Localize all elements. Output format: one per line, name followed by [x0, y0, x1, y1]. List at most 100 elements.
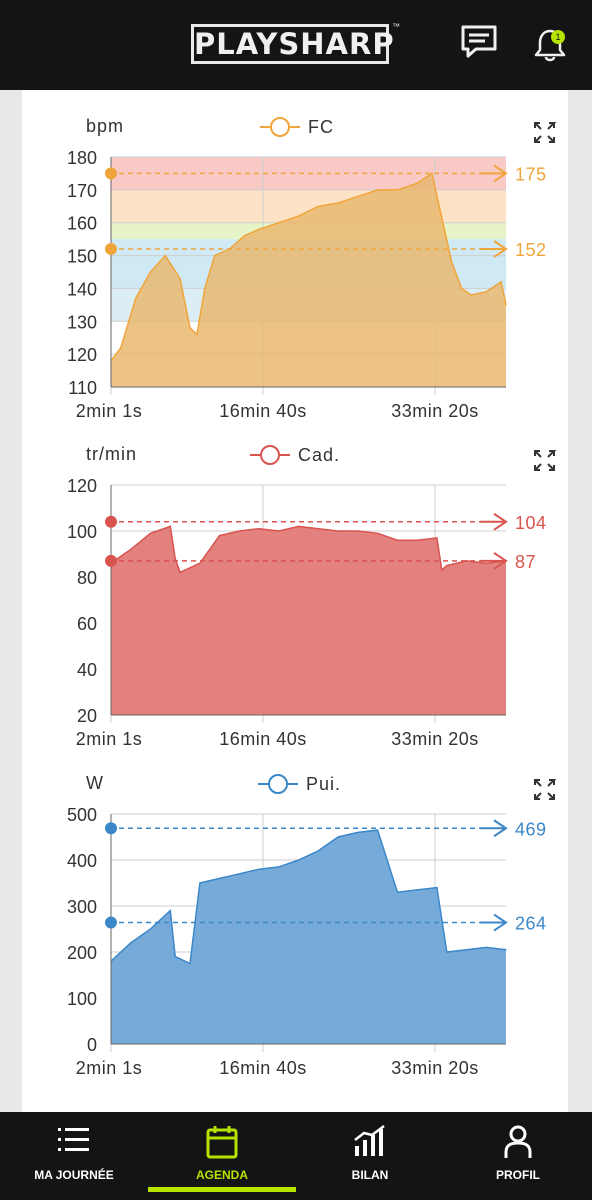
- y-tick-label: 120: [67, 345, 97, 365]
- data-point: [199, 562, 201, 564]
- y-tick-label: 110: [68, 378, 97, 398]
- data-point: [505, 304, 507, 306]
- x-tick-label: 2min 1s: [76, 1058, 143, 1078]
- data-point: [396, 891, 398, 893]
- legend-label: FC: [308, 117, 334, 137]
- legend-label: Cad.: [298, 445, 340, 465]
- x-tick-label: 16min 40s: [219, 401, 307, 421]
- bottom-nav: MA JOURNÉE AGENDA BILAN: [0, 1112, 592, 1200]
- marker-dot: [105, 916, 117, 929]
- expand-icon[interactable]: [534, 450, 557, 471]
- y-tick-label: 400: [67, 851, 97, 871]
- data-point: [214, 255, 216, 257]
- y-tick-label: 80: [77, 568, 97, 588]
- marker-value-label: 175: [515, 164, 547, 184]
- data-point: [189, 327, 191, 329]
- chat-icon[interactable]: [460, 24, 498, 67]
- expand-icon[interactable]: [534, 779, 557, 800]
- data-point: [149, 928, 152, 930]
- nav-label: AGENDA: [195, 1168, 248, 1182]
- marker-arrow: [480, 552, 508, 570]
- data-point: [436, 537, 438, 539]
- data-point: [179, 278, 181, 280]
- marker-dot: [105, 243, 117, 255]
- expand-icon-part: [534, 779, 540, 785]
- data-point: [461, 287, 463, 289]
- marker-dot: [105, 515, 117, 528]
- nav-label: PROFIL: [496, 1168, 540, 1182]
- data-point: [219, 877, 221, 880]
- marker-dot: [105, 822, 117, 835]
- data-point: [396, 189, 398, 191]
- expand-icon-part: [534, 779, 542, 787]
- active-tab-indicator: [148, 1187, 296, 1192]
- y-tick-label: 40: [77, 660, 97, 680]
- legend-marker: [270, 117, 290, 137]
- y-tick-label: 200: [67, 943, 97, 963]
- marker-dot: [105, 554, 117, 567]
- nav-agenda[interactable]: AGENDA: [148, 1112, 296, 1200]
- data-point: [505, 949, 507, 951]
- data-point: [174, 956, 176, 958]
- calendar-icon: [148, 1124, 296, 1165]
- data-point: [238, 530, 240, 532]
- expand-icon-part: [547, 792, 555, 800]
- y-tick-label: 500: [67, 805, 97, 825]
- marker-arrow: [480, 819, 508, 838]
- y-tick-label: 0: [87, 1035, 97, 1055]
- marker-value-label: 152: [515, 240, 547, 260]
- data-point: [317, 528, 319, 530]
- x-tick-label: 2min 1s: [76, 401, 143, 421]
- marker-value-label: 264: [515, 914, 547, 934]
- data-point: [298, 859, 300, 861]
- y-tick-label: 100: [67, 989, 97, 1009]
- charts-card: bpm FC 110 120 130 140 150 160 170 180 2min 1s 16mi…: [22, 90, 568, 1112]
- expand-icon-part: [547, 135, 555, 143]
- data-point: [446, 951, 448, 953]
- data-point: [470, 294, 472, 296]
- marker-value-label: 469: [515, 819, 547, 839]
- data-point: [174, 558, 176, 560]
- data-point: [317, 205, 319, 207]
- data-point: [298, 215, 300, 217]
- expand-icon-part: [547, 463, 555, 471]
- data-point: [416, 539, 418, 541]
- nav-profil[interactable]: PROFIL: [444, 1112, 592, 1200]
- data-point: [169, 525, 171, 527]
- y-tick-label: 20: [77, 706, 97, 726]
- unit-label: tr/min: [86, 444, 137, 464]
- y-tick-label: 100: [67, 522, 97, 542]
- y-tick-label: 60: [77, 614, 97, 634]
- data-point: [135, 297, 137, 299]
- data-point: [238, 873, 240, 875]
- data-point: [465, 949, 468, 951]
- nav-ma-journee[interactable]: MA JOURNÉE: [0, 1112, 148, 1200]
- series-area: [111, 173, 506, 387]
- y-tick-label: 150: [67, 247, 97, 267]
- data-point: [485, 291, 487, 293]
- data-point: [258, 868, 260, 870]
- marker-value-label: 104: [515, 513, 547, 533]
- data-point: [357, 831, 359, 834]
- y-tick-label: 160: [67, 214, 97, 234]
- marker-dot: [105, 167, 117, 180]
- expand-icon[interactable]: [534, 122, 557, 143]
- data-point: [278, 866, 280, 868]
- data-point: [337, 202, 339, 204]
- y-tick-label: 140: [67, 279, 97, 299]
- expand-icon-part: [534, 450, 540, 456]
- data-point: [337, 836, 339, 838]
- data-point: [465, 560, 468, 562]
- data-point: [337, 530, 339, 532]
- marker-arrow: [480, 164, 508, 183]
- data-point: [416, 182, 418, 184]
- data-point: [377, 829, 379, 831]
- data-point: [258, 528, 260, 530]
- y-tick-label: 300: [67, 897, 97, 917]
- data-point: [377, 532, 379, 534]
- data-point: [278, 222, 280, 224]
- expand-icon-part: [534, 792, 542, 800]
- legend-marker: [268, 774, 288, 794]
- nav-bilan[interactable]: BILAN: [296, 1112, 444, 1200]
- data-point: [441, 569, 443, 571]
